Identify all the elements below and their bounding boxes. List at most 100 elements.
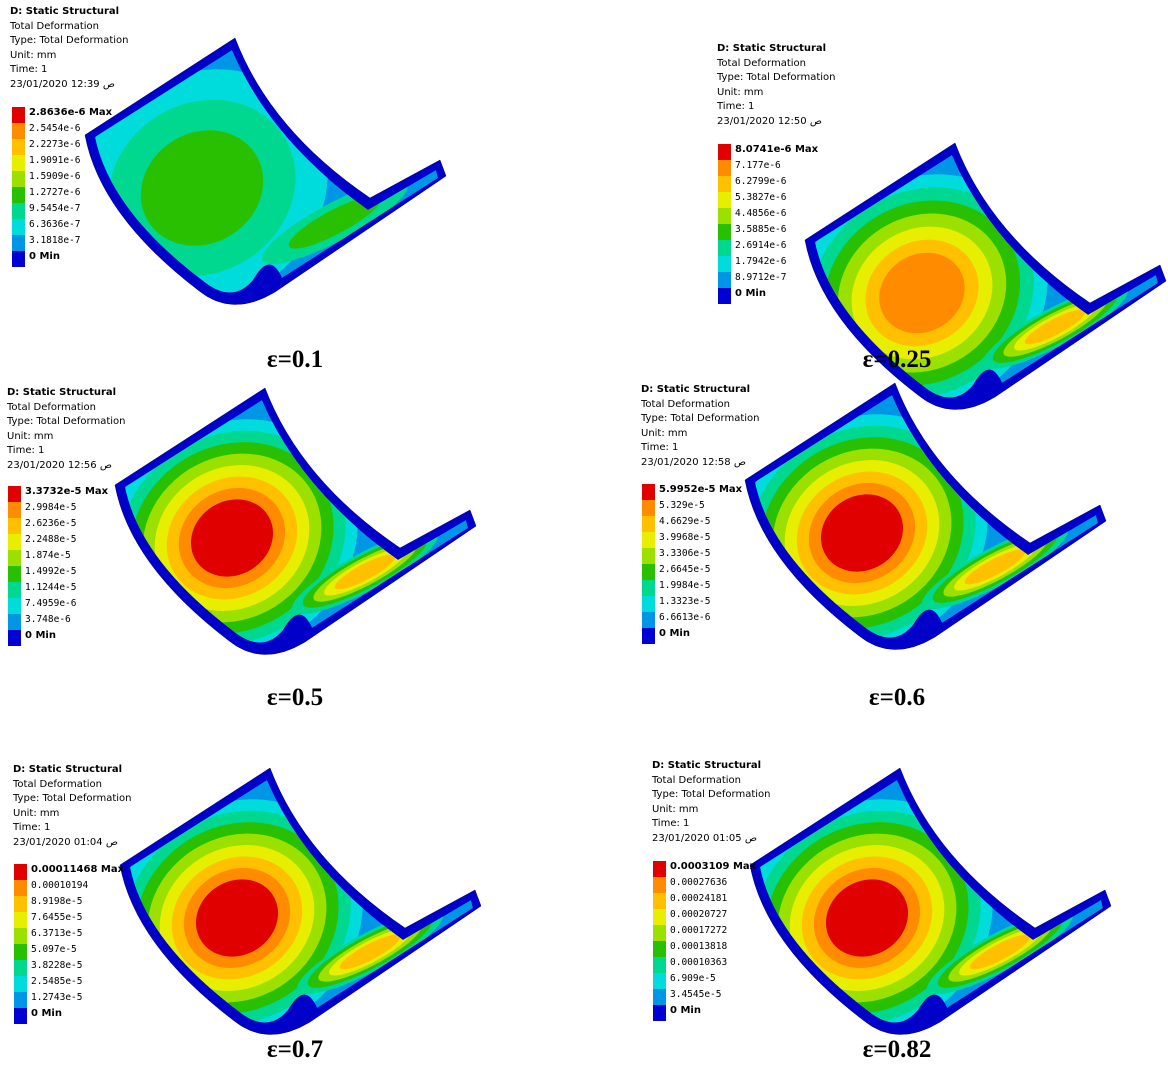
caption: ε=0.5 — [195, 684, 395, 712]
legend-label: 6.6613e-6 — [659, 612, 710, 624]
legend-label: 3.3732e-5 Max — [25, 486, 108, 498]
header-line: Time: 1 — [10, 63, 129, 78]
legend-swatch — [8, 582, 21, 598]
legend-swatch — [8, 630, 21, 646]
legend-swatch — [14, 896, 27, 912]
legend-swatch — [642, 532, 655, 548]
header-line: D: Static Structural — [641, 383, 760, 398]
header-line: Time: 1 — [652, 817, 771, 832]
legend-swatch — [12, 107, 25, 123]
header: D: Static StructuralTotal DeformationTyp… — [7, 386, 126, 474]
header-line: D: Static Structural — [717, 42, 836, 57]
legend-label: 9.5454e-7 — [29, 203, 80, 215]
legend-label: 1.9984e-5 — [659, 580, 710, 592]
legend-swatch — [8, 598, 21, 614]
legend-swatch — [653, 861, 666, 877]
header-line: Total Deformation — [652, 774, 771, 789]
legend-label: 5.097e-5 — [31, 944, 77, 956]
legend-label: 1.5909e-6 — [29, 171, 80, 183]
legend-label: 1.4992e-5 — [25, 566, 76, 578]
caption: ε=0.1 — [195, 346, 395, 374]
legend-label: 0 Min — [25, 630, 56, 642]
legend-swatch — [12, 219, 25, 235]
legend-label: 6.3636e-7 — [29, 219, 80, 231]
legend-label: 1.874e-5 — [25, 550, 71, 562]
legend-swatch — [12, 123, 25, 139]
header-line: Unit: mm — [652, 803, 771, 818]
header: D: Static StructuralTotal DeformationTyp… — [652, 759, 771, 847]
legend-swatch — [642, 612, 655, 628]
legend-swatch — [653, 941, 666, 957]
legend-label: 2.6645e-5 — [659, 564, 710, 576]
legend-label: 1.3323e-5 — [659, 596, 710, 608]
legend-label: 3.8228e-5 — [31, 960, 82, 972]
legend-label: 5.3827e-6 — [735, 192, 786, 204]
legend-label: 1.9091e-6 — [29, 155, 80, 167]
legend-swatch — [14, 928, 27, 944]
header-line: 23/01/2020 12:58 ص — [641, 456, 760, 471]
header-line: Unit: mm — [641, 427, 760, 442]
header-line: D: Static Structural — [13, 763, 132, 778]
legend-swatch — [718, 176, 731, 192]
legend-swatch — [642, 580, 655, 596]
legend-label: 2.9984e-5 — [25, 502, 76, 514]
legend-swatch — [12, 251, 25, 267]
header-line: Total Deformation — [717, 57, 836, 72]
legend-label: 2.2273e-6 — [29, 139, 80, 151]
legend-label: 0.0003109 Max — [670, 861, 756, 873]
legend-swatch — [653, 1005, 666, 1021]
legend-swatch — [14, 976, 27, 992]
legend-label: 7.177e-6 — [735, 160, 781, 172]
legend-label: 3.4545e-5 — [670, 989, 721, 1001]
legend-swatch — [718, 256, 731, 272]
legend-swatch — [8, 486, 21, 502]
legend-swatch — [8, 614, 21, 630]
legend-swatch — [14, 864, 27, 880]
header-line: 23/01/2020 12:50 ص — [717, 115, 836, 130]
header-line: Total Deformation — [7, 401, 126, 416]
legend-label: 5.9952e-5 Max — [659, 484, 742, 496]
legend-label: 6.2799e-6 — [735, 176, 786, 188]
header-line: Unit: mm — [717, 86, 836, 101]
legend-label: 4.4856e-6 — [735, 208, 786, 220]
legend-label: 0 Min — [670, 1005, 701, 1017]
header-line: Type: Total Deformation — [10, 34, 129, 49]
legend-label: 0.00013818 — [670, 941, 727, 953]
legend-swatch — [642, 548, 655, 564]
header-line: Type: Total Deformation — [641, 412, 760, 427]
legend-label: 0.00010194 — [31, 880, 88, 892]
header: D: Static StructuralTotal DeformationTyp… — [641, 383, 760, 471]
header-line: Type: Total Deformation — [7, 415, 126, 430]
legend-label: 1.1244e-5 — [25, 582, 76, 594]
legend-swatch — [12, 203, 25, 219]
legend-swatch — [642, 628, 655, 644]
legend-label: 3.748e-6 — [25, 614, 71, 626]
header-line: D: Static Structural — [652, 759, 771, 774]
header-line: Time: 1 — [7, 444, 126, 459]
legend-swatch — [642, 516, 655, 532]
legend-swatch — [718, 144, 731, 160]
legend-label: 2.8636e-6 Max — [29, 107, 112, 119]
legend-label: 2.5454e-6 — [29, 123, 80, 135]
header-line: Type: Total Deformation — [652, 788, 771, 803]
legend-label: 4.6629e-5 — [659, 516, 710, 528]
legend-swatch — [8, 502, 21, 518]
legend-label: 0 Min — [31, 1008, 62, 1020]
legend-swatch — [14, 880, 27, 896]
legend-swatch — [642, 500, 655, 516]
shell-art — [0, 0, 1168, 1070]
legend-swatch — [653, 877, 666, 893]
legend-label: 8.9712e-7 — [735, 272, 786, 284]
legend-label: 2.6236e-5 — [25, 518, 76, 530]
legend-swatch — [12, 171, 25, 187]
legend-swatch — [12, 155, 25, 171]
header-line: Total Deformation — [13, 778, 132, 793]
legend-label: 6.909e-5 — [670, 973, 716, 985]
legend-label: 0.00011468 Max — [31, 864, 124, 876]
header-line: Unit: mm — [7, 430, 126, 445]
header-line: Type: Total Deformation — [13, 792, 132, 807]
legend-swatch — [14, 960, 27, 976]
figure: (() => { const data = JSON.parse(documen… — [0, 0, 1168, 1070]
